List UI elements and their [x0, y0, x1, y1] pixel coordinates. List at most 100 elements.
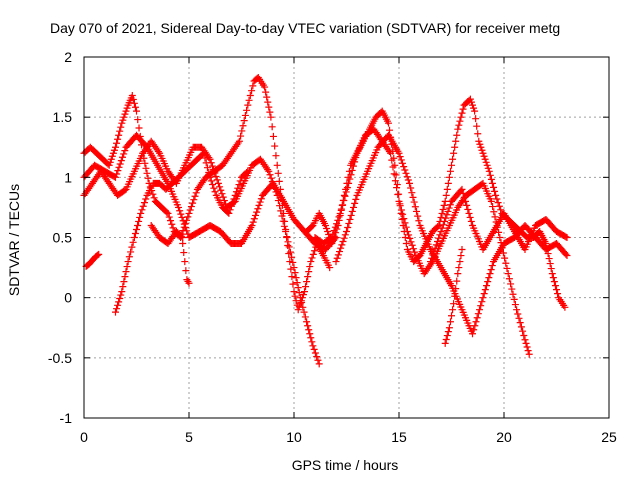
x-axis-label: GPS time / hours [292, 457, 399, 473]
data-point [508, 285, 516, 293]
data-point [210, 166, 218, 174]
data-point [443, 211, 451, 219]
data-point [352, 154, 360, 162]
data-point [237, 132, 245, 140]
data-point [309, 342, 317, 350]
data-point [443, 185, 451, 193]
data-point [118, 288, 126, 296]
data-point [459, 105, 467, 113]
y-tick-label: 0.5 [53, 230, 73, 246]
data-point [239, 122, 247, 130]
data-point [350, 203, 357, 211]
data-point [465, 209, 473, 217]
data-point [203, 164, 211, 172]
data-point [268, 123, 276, 131]
data-point [406, 234, 414, 242]
data-point [454, 125, 462, 133]
data-point [131, 103, 139, 111]
data-point [519, 327, 527, 335]
data-point [285, 243, 293, 251]
data-point [470, 104, 478, 112]
data-point [135, 217, 143, 225]
data-point [487, 266, 495, 274]
data-point [520, 331, 528, 339]
data-point [505, 275, 513, 283]
data-point [135, 124, 143, 132]
data-point [211, 169, 219, 177]
data-point [400, 215, 408, 223]
data-point [407, 184, 415, 192]
data-point [115, 131, 123, 139]
data-point [477, 302, 485, 310]
y-tick-label: -0.5 [48, 350, 72, 366]
data-point [290, 288, 298, 296]
data-point [277, 207, 285, 215]
data-point [476, 306, 483, 314]
data-point [488, 262, 496, 270]
data-point [271, 142, 279, 150]
data-point [402, 223, 410, 231]
data-point [445, 204, 453, 212]
data-point [186, 206, 194, 214]
data-point [315, 360, 323, 368]
data-point [337, 244, 345, 252]
data-point [445, 324, 453, 332]
data-point [154, 148, 162, 156]
data-point [351, 199, 359, 207]
data-point [467, 217, 475, 225]
y-tick-label: -1 [60, 410, 73, 426]
data-point [274, 169, 282, 177]
data-point [451, 143, 459, 151]
data-point [185, 209, 193, 217]
data-point [192, 189, 200, 197]
data-point [441, 217, 448, 225]
data-point [267, 174, 275, 182]
data-point [399, 159, 406, 167]
data-point [562, 250, 570, 258]
data-point [141, 159, 149, 167]
data-point [256, 198, 264, 206]
data-point [130, 99, 138, 107]
data-point [177, 210, 185, 218]
data-point [139, 202, 147, 210]
data-point [456, 258, 464, 266]
data-point [439, 221, 447, 229]
data-point [263, 93, 271, 101]
data-point [149, 190, 157, 198]
data-point [303, 318, 311, 326]
data-point [143, 169, 151, 177]
data-point [331, 223, 339, 231]
data-point [262, 88, 270, 96]
data-point [283, 233, 291, 241]
data-point [95, 250, 103, 258]
data-point [548, 270, 556, 278]
data-point [462, 197, 469, 205]
data-point [545, 255, 553, 263]
data-point [339, 238, 347, 246]
data-point [478, 298, 486, 306]
data-point [507, 280, 515, 288]
data-point [456, 117, 464, 125]
data-point [284, 238, 292, 246]
data-point [340, 234, 348, 242]
data-point [211, 188, 219, 196]
data-point [450, 149, 458, 157]
data-point [385, 148, 393, 156]
data-point [94, 251, 102, 259]
x-tick-label: 0 [80, 429, 88, 445]
data-point [142, 195, 150, 203]
data-point [303, 278, 311, 286]
data-point [351, 158, 359, 166]
data-point [487, 197, 495, 205]
data-point [338, 241, 346, 249]
data-point [238, 127, 246, 135]
data-point [169, 224, 177, 232]
data-point [476, 140, 484, 148]
y-axis-label: SDTVAR / TECUs [6, 184, 22, 296]
data-point [494, 199, 502, 207]
data-point [452, 137, 460, 145]
data-point [341, 192, 349, 200]
data-point [522, 339, 530, 347]
data-point [138, 206, 146, 214]
data-point [410, 198, 418, 206]
